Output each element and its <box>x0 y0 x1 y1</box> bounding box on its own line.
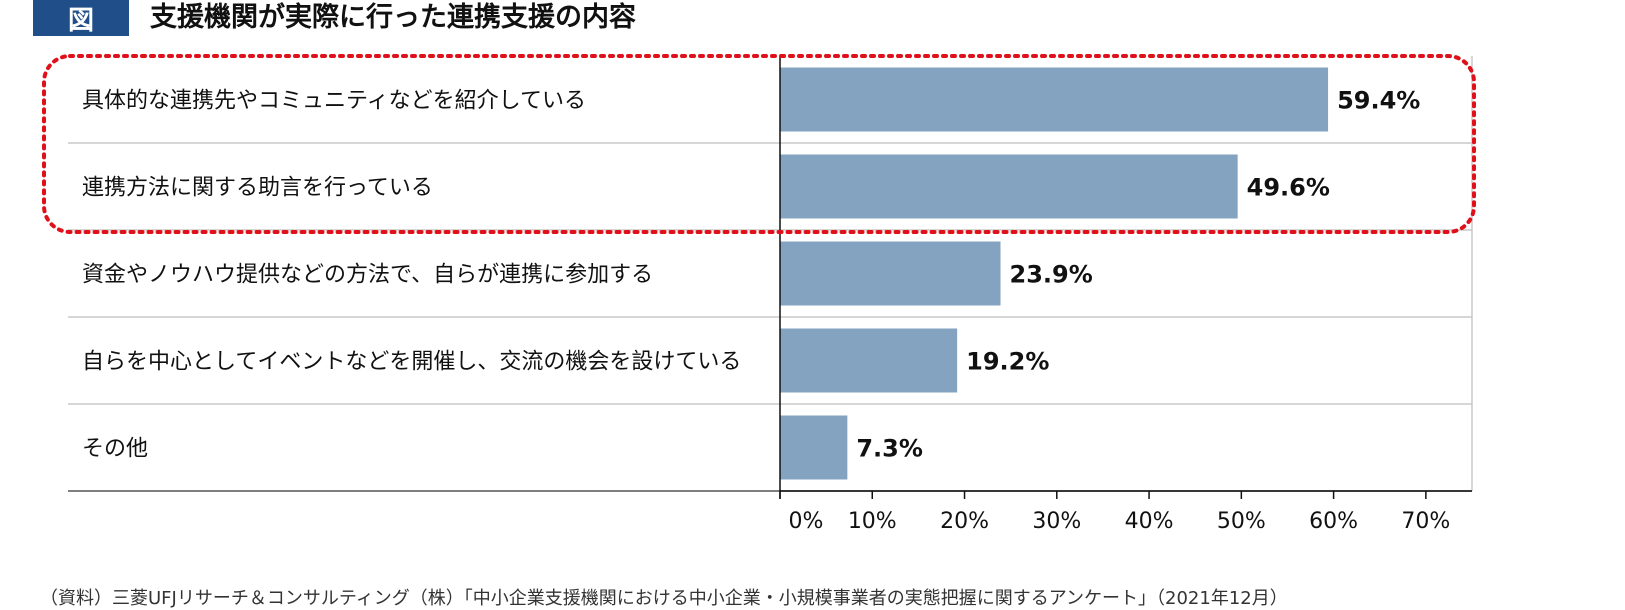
value-label: 49.6% <box>1247 174 1330 202</box>
bar <box>780 415 848 480</box>
x-tick-label: 0% <box>789 509 824 534</box>
bar <box>780 241 1001 306</box>
bar <box>780 154 1238 219</box>
x-tick-label: 60% <box>1309 509 1358 534</box>
bar <box>780 67 1329 132</box>
x-tick-label: 40% <box>1125 509 1174 534</box>
category-label: 自らを中心としてイベントなどを開催し、交流の機会を設けている <box>82 350 741 375</box>
x-tick-label: 10% <box>848 509 897 534</box>
category-label: 連携方法に関する助言を行っている <box>82 176 433 201</box>
x-tick-label: 50% <box>1217 509 1266 534</box>
category-label: 具体的な連携先やコミュニティなどを紹介している <box>82 89 586 114</box>
figure-badge: 図 <box>33 0 129 36</box>
x-tick-label: 70% <box>1401 509 1450 534</box>
source-note: （資料）三菱UFJリサーチ＆コンサルティング（株）「中小企業支援機関における中小… <box>40 588 1288 609</box>
category-label: その他 <box>82 437 148 462</box>
highlight-box <box>42 54 1476 234</box>
chart-title: 支援機関が実際に行った連携支援の内容 <box>150 2 636 33</box>
category-label: 資金やノウハウ提供などの方法で、自らが連携に参加する <box>82 263 653 288</box>
value-label: 19.2% <box>966 348 1049 376</box>
value-label: 59.4% <box>1337 87 1420 115</box>
value-label: 7.3% <box>856 435 923 463</box>
value-label: 23.9% <box>1010 261 1093 289</box>
bar-chart: 具体的な連携先やコミュニティなどを紹介している連携方法に関する助言を行っている資… <box>42 54 1476 534</box>
x-tick-label: 30% <box>1032 509 1081 534</box>
bar <box>780 328 958 393</box>
x-tick-label: 20% <box>940 509 989 534</box>
